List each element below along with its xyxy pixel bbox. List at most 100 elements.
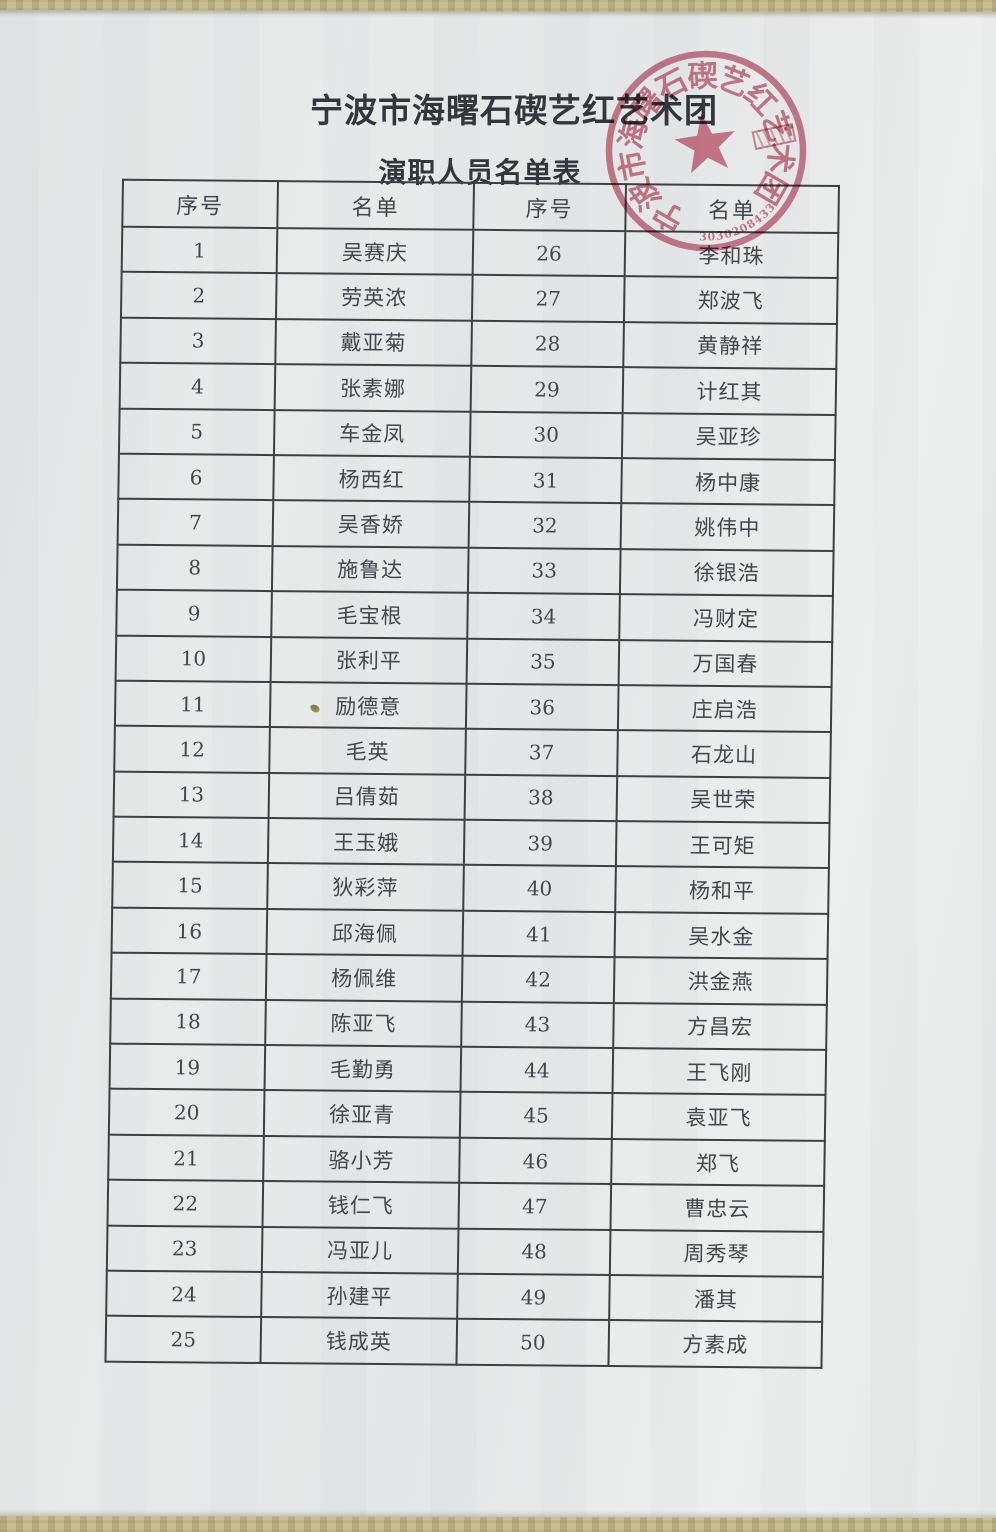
name-cell: 姚伟中	[620, 503, 835, 551]
name-cell: 冯亚儿	[261, 1226, 459, 1274]
serial-cell: 7	[117, 499, 274, 546]
header-name-left: 名单	[277, 181, 474, 230]
name-cell: 杨西红	[273, 455, 470, 503]
name-cell: 洪金燕	[613, 957, 828, 1005]
name-cell: 劳英浓	[275, 273, 473, 321]
table-row: 10 张利平 35 万国春	[115, 635, 833, 687]
header-serial-left: 序号	[122, 179, 279, 229]
name-cell: 郑波飞	[623, 276, 838, 324]
serial-cell: 12	[114, 725, 270, 773]
name-cell: 狄彩萍	[267, 863, 464, 911]
serial-cell: 38	[464, 774, 618, 822]
serial-cell: 31	[469, 456, 622, 504]
seal-ring-char: 术	[761, 141, 799, 174]
serial-cell: 36	[465, 683, 619, 731]
name-cell: 杨佩维	[265, 954, 463, 1002]
serial-cell: 20	[108, 1089, 265, 1136]
seal-code-digit: 2	[730, 224, 742, 239]
serial-cell: 34	[467, 592, 620, 640]
name-cell: 吴亚珍	[621, 412, 836, 460]
serial-cell: 14	[112, 816, 269, 864]
name-cell: 徐亚青	[263, 1090, 461, 1138]
seal-graphic: 宁波市海曙石碶艺红艺术团3030208433	[605, 50, 807, 252]
table-row: 15 狄彩萍 40 杨和平	[112, 862, 829, 914]
serial-cell: 43	[461, 1001, 614, 1049]
name-cell: 王可矩	[615, 821, 830, 869]
name-cell: 励德意	[269, 681, 467, 730]
name-cell: 杨中康	[621, 458, 835, 506]
name-cell: 张素娜	[274, 364, 472, 412]
name-cell: 吴世荣	[616, 775, 831, 824]
table-row: 2 劳英浓 27 郑波飞	[120, 272, 838, 324]
name-cell: 吕倩茹	[268, 772, 466, 820]
table-row: 20 徐亚青 45 袁亚飞	[108, 1089, 826, 1141]
serial-cell: 39	[463, 819, 617, 867]
name-cell: 计红其	[622, 367, 837, 415]
name-cell: 邱海佩	[266, 908, 464, 956]
name-cell: 王玉娥	[267, 818, 465, 866]
name-cell: 钱仁飞	[262, 1181, 460, 1229]
serial-cell: 15	[112, 862, 268, 909]
serial-cell: 32	[468, 502, 622, 549]
serial-cell: 29	[470, 365, 624, 413]
serial-cell: 30	[469, 411, 623, 459]
table-row: 18 陈亚飞 43 方昌宏	[110, 998, 827, 1050]
name-cell: 王飞刚	[612, 1048, 827, 1096]
name-cell: 周秀琴	[609, 1229, 824, 1277]
serial-cell: 5	[118, 408, 275, 456]
table-row: 16 邱海佩 41 吴水金	[111, 907, 829, 960]
name-cell: 施鲁达	[271, 545, 469, 593]
table-row: 13 吕倩茹 38 吴世荣	[113, 771, 831, 824]
name-cell: 庄启浩	[617, 684, 832, 733]
serial-cell: 27	[471, 275, 625, 322]
name-cell: 钱成英	[260, 1317, 458, 1365]
seal-code-digit: 3	[715, 229, 725, 243]
table-row: 4 张素娜 29 计红其	[119, 362, 837, 415]
name-cell: 方素成	[608, 1320, 823, 1368]
serial-cell: 41	[462, 910, 616, 958]
serial-cell: 49	[457, 1273, 610, 1321]
name-cell: 万国春	[618, 639, 833, 687]
serial-cell: 8	[116, 544, 273, 592]
serial-cell: 28	[471, 320, 624, 368]
serial-cell: 33	[467, 547, 621, 595]
name-cell: 徐银浩	[619, 548, 834, 597]
official-seal-stamp: 宁波市海曙石碶艺红艺术团3030208433	[600, 45, 812, 257]
table-row: 12 毛英 37 石龙山	[114, 725, 831, 778]
serial-cell: 46	[459, 1137, 612, 1185]
seal-code-digit: 3	[699, 230, 707, 243]
table-row: 14 王玉娥 39 王可矩	[112, 816, 830, 869]
serial-cell: 16	[111, 907, 268, 955]
serial-cell: 44	[460, 1046, 614, 1094]
name-cell: 毛宝根	[271, 591, 468, 639]
seal-code-digit: 0	[723, 227, 734, 242]
name-cell: 毛英	[269, 727, 466, 775]
serial-cell: 45	[459, 1092, 613, 1139]
serial-cell: 37	[465, 729, 618, 776]
serial-cell: 25	[105, 1316, 262, 1363]
name-cell: 陈亚飞	[265, 999, 462, 1047]
name-cell: 石龙山	[617, 730, 831, 778]
serial-cell: 13	[113, 771, 270, 819]
table-row: 6 杨西红 31 杨中康	[118, 453, 835, 506]
name-cell: 孙建平	[261, 1271, 458, 1320]
serial-cell: 3	[120, 317, 276, 365]
name-cell: 郑飞	[611, 1138, 825, 1187]
serial-cell: 42	[461, 955, 615, 1003]
serial-cell: 11	[114, 680, 271, 728]
seal-ring-char: 市	[613, 147, 653, 183]
name-cell: 吴赛庆	[276, 228, 474, 276]
name-cell: 杨和平	[615, 866, 829, 914]
name-cell: 毛勤勇	[264, 1045, 462, 1093]
serial-cell: 19	[109, 1043, 266, 1091]
table-row: 17 杨佩维 42 洪金燕	[110, 952, 828, 1005]
table-row: 7 吴香娇 32 姚伟中	[117, 499, 835, 551]
page-subtitle: 演职人员名单表	[378, 156, 582, 189]
name-cell: 吴香娇	[272, 500, 470, 548]
seal-code-digit: 0	[707, 230, 716, 243]
page-title: 宁波市海曙石碶艺红艺术团	[310, 91, 718, 130]
name-cell: 冯财定	[619, 594, 833, 642]
table-row: 25 钱成英 50 方素成	[105, 1316, 823, 1368]
table-row: 5 车金凤 30 吴亚珍	[118, 408, 836, 460]
